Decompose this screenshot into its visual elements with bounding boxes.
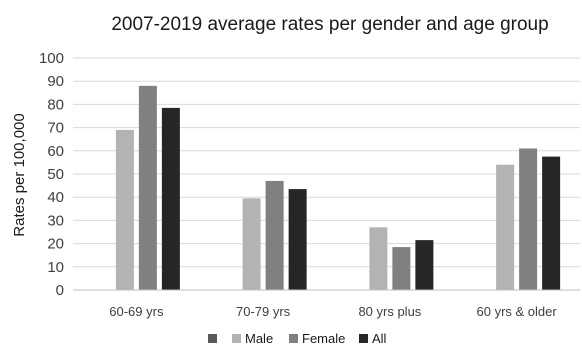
x-tick-label: 80 yrs plus bbox=[358, 304, 421, 319]
x-tick-label: 60-69 yrs bbox=[109, 304, 164, 319]
legend-swatch bbox=[232, 334, 241, 343]
chart-title: 2007-2019 average rates per gender and a… bbox=[111, 14, 548, 35]
y-tick-label: 60 bbox=[47, 143, 64, 160]
legend-swatch bbox=[208, 334, 217, 343]
bar-male-1 bbox=[242, 198, 261, 290]
y-tick-label: 50 bbox=[47, 166, 64, 183]
y-axis-label: Rates per 100,000 bbox=[11, 113, 28, 236]
category-labels: 60-69 yrs 70-79 yrs 80 yrs plus 60 yrs & ol… bbox=[109, 304, 557, 319]
y-tick-label: 30 bbox=[47, 212, 64, 229]
legend-label: Male bbox=[245, 331, 273, 346]
y-tick-labels: 0 10 20 30 40 50 60 70 80 90 100 bbox=[39, 50, 64, 299]
y-tick-label: 90 bbox=[47, 73, 64, 90]
y-tick-label: 80 bbox=[47, 96, 64, 113]
legend: Male Female All bbox=[208, 331, 387, 346]
bar-female-0 bbox=[138, 85, 157, 290]
bar-all-3 bbox=[542, 156, 561, 290]
bar-female-1 bbox=[265, 180, 284, 290]
bars bbox=[115, 85, 561, 290]
y-tick-label: 10 bbox=[47, 259, 64, 276]
y-tick-label: 70 bbox=[47, 120, 64, 137]
bar-male-0 bbox=[115, 129, 134, 290]
bar-female-3 bbox=[519, 148, 538, 290]
legend-label: Female bbox=[302, 331, 345, 346]
y-tick-label: 40 bbox=[47, 189, 64, 206]
bar-all-0 bbox=[161, 107, 180, 290]
legend-swatch bbox=[289, 334, 298, 343]
gridlines bbox=[73, 57, 580, 268]
legend-swatch bbox=[359, 334, 368, 343]
bar-male-3 bbox=[496, 164, 515, 290]
bar-female-2 bbox=[392, 247, 411, 290]
y-tick-label: 100 bbox=[39, 50, 64, 67]
bar-male-2 bbox=[369, 227, 388, 290]
x-tick-label: 60 yrs & older bbox=[477, 304, 558, 319]
legend-label: All bbox=[372, 331, 387, 346]
bar-all-2 bbox=[415, 240, 434, 290]
y-tick-label: 0 bbox=[56, 282, 64, 299]
bar-all-1 bbox=[288, 189, 307, 290]
y-tick-label: 20 bbox=[47, 236, 64, 253]
x-tick-label: 70-79 yrs bbox=[236, 304, 291, 319]
